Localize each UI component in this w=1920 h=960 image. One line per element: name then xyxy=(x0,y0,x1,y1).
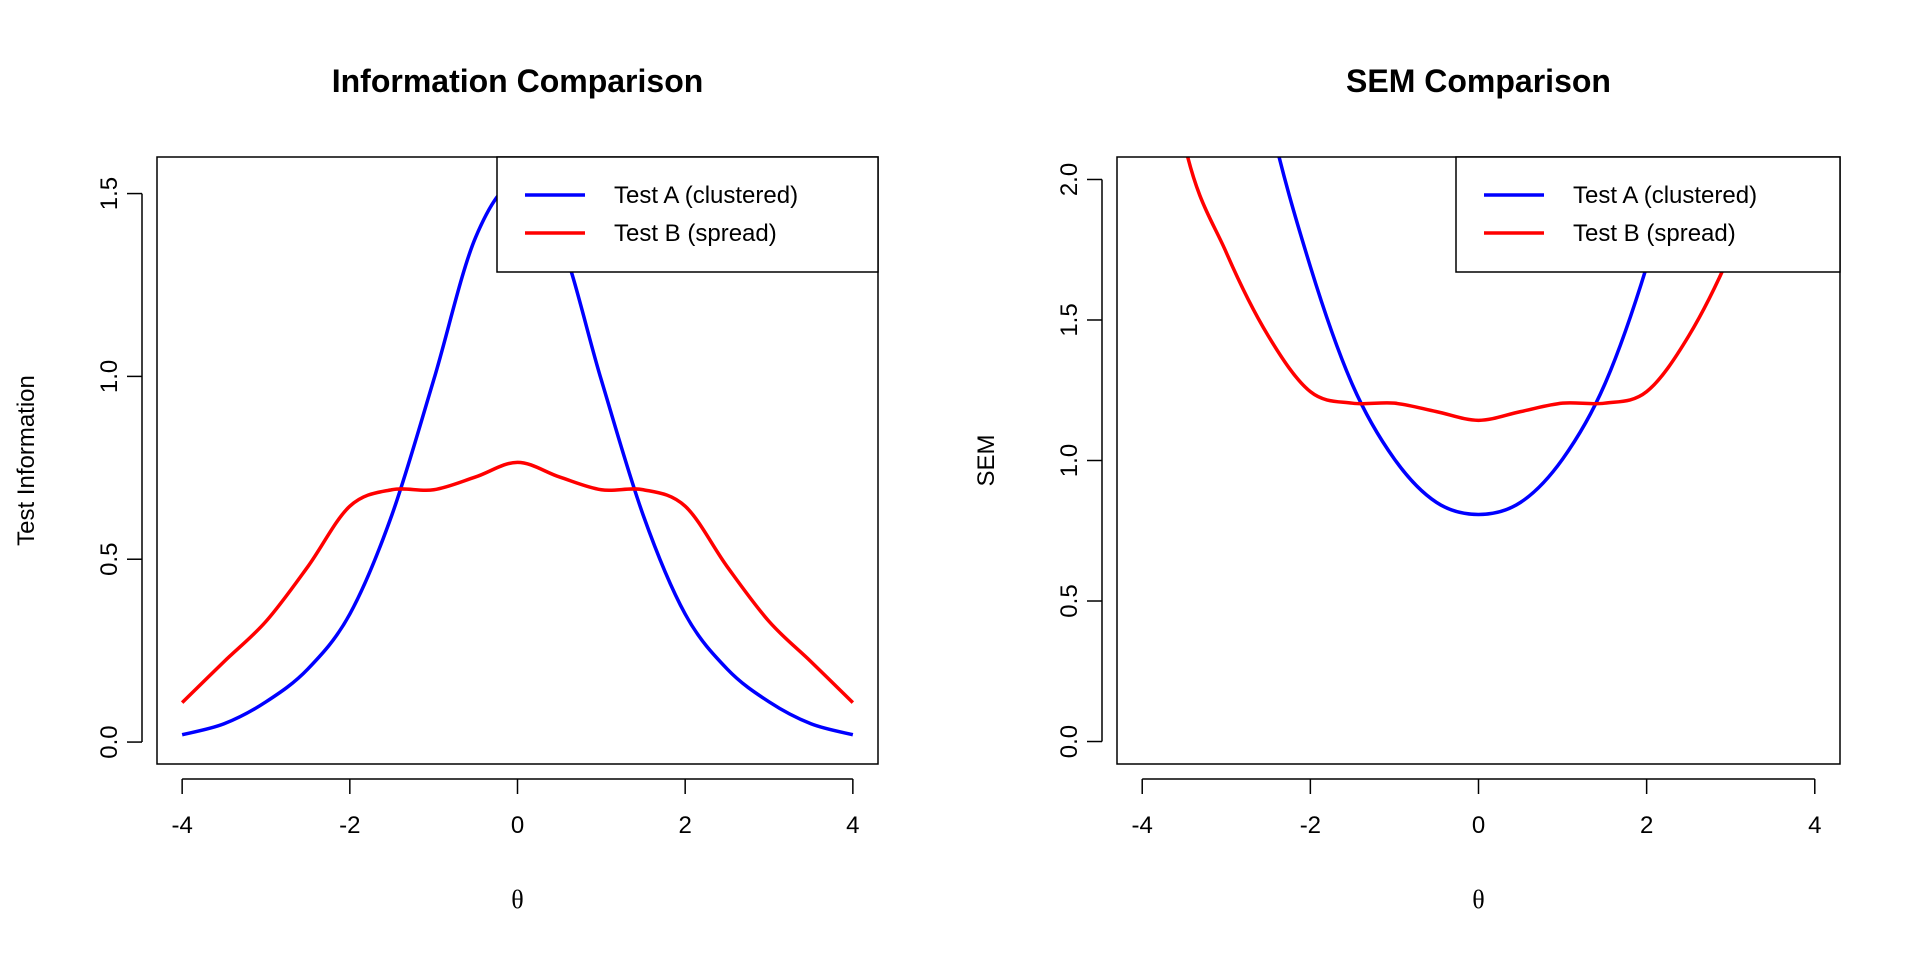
legend-box xyxy=(496,156,879,273)
y-tick-label: 1.5 xyxy=(96,177,123,210)
y-tick-label: 0.0 xyxy=(1056,725,1083,758)
legend-box xyxy=(1455,156,1841,273)
x-tick-label: -4 xyxy=(171,812,192,839)
x-axis-label: θ xyxy=(511,885,523,914)
x-tick-label: 2 xyxy=(678,812,691,839)
panel-information: Information Comparison -4 -2 0 2 4 θ 0.0 0.5 1.0 1… xyxy=(13,63,879,914)
chart-title: SEM Comparison xyxy=(1346,63,1611,99)
y-tick-label: 1.0 xyxy=(96,360,123,393)
legend-label: Test A (clustered) xyxy=(1573,182,1757,209)
x-tick-label: 0 xyxy=(511,812,524,839)
y-tick-label: 0.0 xyxy=(96,725,123,758)
legend: Test A (clustered) Test B (spread) xyxy=(496,156,879,273)
panel-sem: SEM Comparison -4 -2 0 2 4 θ 0.0 0.5 1.0 1.5 2.0 SEM… xyxy=(973,63,1841,914)
series-line-test-b xyxy=(180,460,855,704)
x-tick-label: 2 xyxy=(1640,812,1653,839)
legend: Test A (clustered) Test B (spread) xyxy=(1455,156,1841,273)
x-tick-label: -4 xyxy=(1132,812,1153,839)
y-tick-label: 0.5 xyxy=(1056,584,1083,617)
legend-label: Test B (spread) xyxy=(614,220,777,247)
x-tick-label: -2 xyxy=(339,812,360,839)
y-tick-label: 1.0 xyxy=(1056,444,1083,477)
y-tick-label: 1.5 xyxy=(1056,303,1083,336)
legend-label: Test B (spread) xyxy=(1573,220,1736,247)
y-tick-label: 2.0 xyxy=(1056,163,1083,196)
y-tick-label: 0.5 xyxy=(96,543,123,576)
x-tick-label: -2 xyxy=(1300,812,1321,839)
series-line-test-a xyxy=(1277,157,1680,517)
y-axis-label: SEM xyxy=(973,434,1000,486)
y-axis-label: Test Information xyxy=(13,375,40,546)
x-tick-label: 0 xyxy=(1472,812,1485,839)
x-tick-label: 4 xyxy=(1808,812,1821,839)
x-axis-label: θ xyxy=(1472,885,1484,914)
x-tick-label: 4 xyxy=(846,812,859,839)
chart-title: Information Comparison xyxy=(332,63,704,99)
legend-label: Test A (clustered) xyxy=(614,182,798,209)
